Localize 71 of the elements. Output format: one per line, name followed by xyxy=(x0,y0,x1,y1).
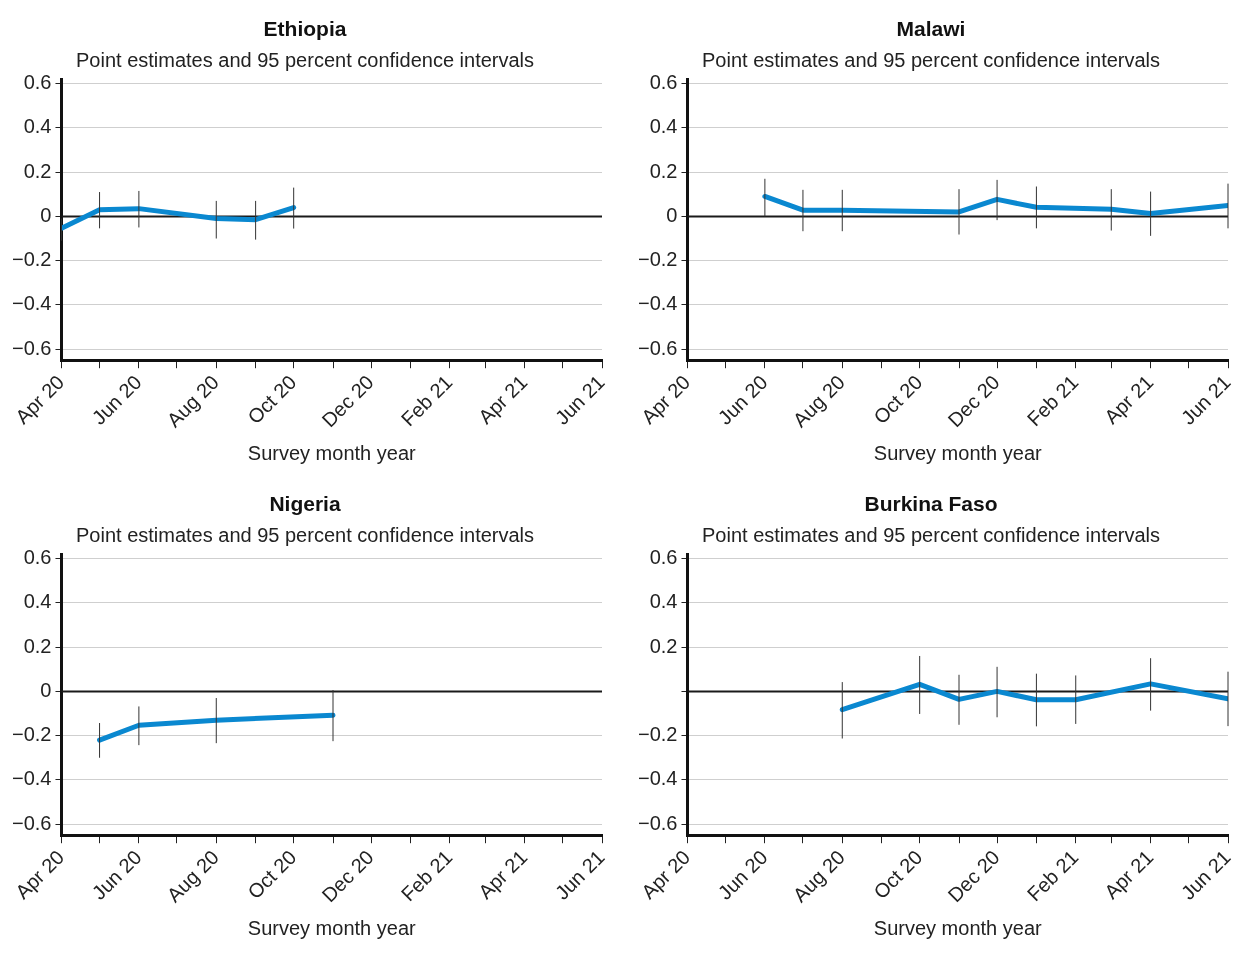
y-tick-label: −0.2 xyxy=(638,248,678,271)
y-tick-label: −0.2 xyxy=(638,723,678,746)
y-tick-label: 0 xyxy=(40,203,52,226)
x-tick-label: Jun 20 xyxy=(713,845,772,904)
x-tick-label: Aug 20 xyxy=(788,845,850,907)
x-axis-title: Survey month year xyxy=(873,441,1042,464)
y-tick-label: −0.6 xyxy=(12,336,52,359)
y-tick-label: 0.2 xyxy=(23,159,52,182)
x-tick-label: Jun 20 xyxy=(87,845,146,904)
x-tick-label: Dec 20 xyxy=(317,370,378,432)
x-axis-title: Survey month year xyxy=(873,916,1042,939)
x-tick-label: Feb 21 xyxy=(1022,370,1083,431)
x-tick-label: Oct 20 xyxy=(243,370,301,429)
chart-subtitle: Point estimates and 95 percent confidence intervals xyxy=(701,48,1161,71)
x-tick-label: Apr 20 xyxy=(636,845,695,904)
y-tick-label: 0.4 xyxy=(23,115,52,138)
chart-title: Ethiopia xyxy=(263,17,347,41)
x-tick-label: Aug 20 xyxy=(162,370,224,432)
x-tick-label: Apr 20 xyxy=(636,370,695,429)
x-tick-label: Feb 21 xyxy=(1022,845,1083,906)
x-tick-label: Jun 21 xyxy=(1176,370,1235,429)
x-tick-label: Dec 20 xyxy=(943,370,1004,432)
x-tick-label: Oct 20 xyxy=(243,845,301,904)
y-tick-label: 0.6 xyxy=(649,546,678,569)
y-tick-label: −0.6 xyxy=(12,811,52,834)
y-tick-label: 0.4 xyxy=(649,590,678,613)
y-tick-label: 0.2 xyxy=(23,634,52,657)
y-tick-label: 0.6 xyxy=(649,71,678,94)
x-tick-label: Jun 20 xyxy=(713,370,772,429)
y-tick-label: −0.4 xyxy=(12,292,52,315)
x-tick-label: Jun 21 xyxy=(550,370,609,429)
y-tick-label: 0.2 xyxy=(649,634,678,657)
x-tick-label: Apr 21 xyxy=(474,370,532,429)
y-tick-label: −0.2 xyxy=(12,248,52,271)
y-tick-label: −0.4 xyxy=(638,767,678,790)
x-tick-label: Dec 20 xyxy=(317,845,378,907)
chart-subtitle: Point estimates and 95 percent confidence intervals xyxy=(75,48,535,71)
x-tick-label: Jun 20 xyxy=(87,370,146,429)
y-tick-label: 0.6 xyxy=(23,546,52,569)
x-tick-label: Jun 21 xyxy=(1176,845,1235,904)
y-tick-label: 0.2 xyxy=(649,159,678,182)
x-tick-label: Apr 21 xyxy=(1100,370,1158,429)
y-tick-label: −0.6 xyxy=(638,811,678,834)
x-tick-label: Oct 20 xyxy=(869,370,927,429)
chart-title: Burkina Faso xyxy=(864,492,998,516)
x-tick-label: Aug 20 xyxy=(162,845,224,907)
y-tick-label: −0.2 xyxy=(12,723,52,746)
chart-subtitle: Point estimates and 95 percent confidence intervals xyxy=(701,523,1161,546)
y-tick-label: 0.6 xyxy=(23,71,52,94)
y-tick-label: 0 xyxy=(666,203,678,226)
x-tick-label: Apr 21 xyxy=(1100,845,1158,904)
x-tick-label: Oct 20 xyxy=(869,845,927,904)
x-tick-label: Apr 21 xyxy=(474,845,532,904)
x-axis-title: Survey month year xyxy=(247,916,416,939)
y-tick-label: 0 xyxy=(40,678,52,701)
x-tick-label: Aug 20 xyxy=(788,370,850,432)
y-tick-label: −0.4 xyxy=(12,767,52,790)
chart-subtitle: Point estimates and 95 percent confidence intervals xyxy=(75,523,535,546)
x-tick-label: Jun 21 xyxy=(550,845,609,904)
x-tick-label: Feb 21 xyxy=(396,845,457,906)
chart-title: Malawi xyxy=(896,17,966,41)
x-axis-title: Survey month year xyxy=(247,441,416,464)
y-tick-label: −0.6 xyxy=(638,336,678,359)
y-tick-label: 0.4 xyxy=(23,590,52,613)
x-tick-label: Apr 20 xyxy=(10,370,69,429)
y-tick-label: −0.4 xyxy=(638,292,678,315)
y-tick-label: 0.4 xyxy=(649,115,678,138)
x-tick-label: Feb 21 xyxy=(396,370,457,431)
x-tick-label: Dec 20 xyxy=(943,845,1004,907)
chart-title: Nigeria xyxy=(269,492,341,516)
x-tick-label: Apr 20 xyxy=(10,845,69,904)
